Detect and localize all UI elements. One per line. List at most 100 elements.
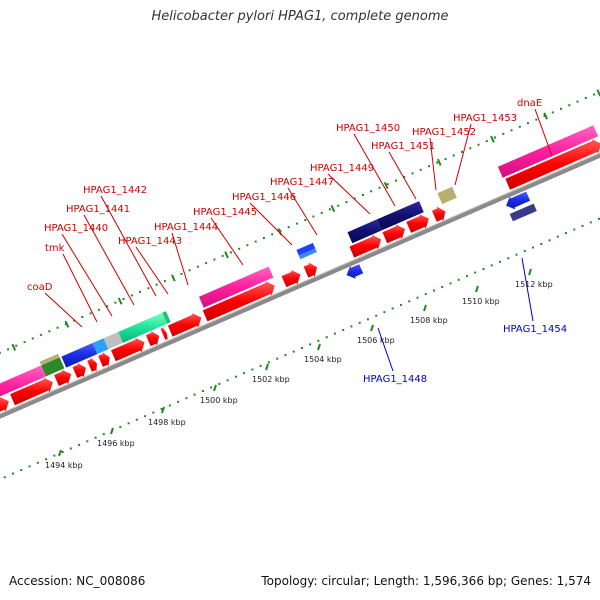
ring-dot bbox=[12, 472, 14, 475]
ring-dot bbox=[395, 179, 397, 182]
gene-feature[interactable] bbox=[347, 219, 382, 244]
ring-dot bbox=[490, 264, 493, 267]
ring-dot bbox=[416, 296, 419, 299]
ring-dot bbox=[540, 242, 543, 245]
ring-dot bbox=[106, 305, 109, 308]
gene-feature[interactable] bbox=[497, 125, 599, 178]
gene-feature[interactable] bbox=[41, 357, 65, 377]
inner-ring-tick bbox=[317, 343, 321, 351]
forward-cds[interactable] bbox=[160, 326, 168, 341]
leader-line bbox=[377, 327, 394, 372]
ring-dot bbox=[573, 228, 576, 231]
gene-label-forward[interactable]: HPAG1_1442 bbox=[83, 185, 147, 196]
gene-feature[interactable] bbox=[199, 266, 274, 308]
gene-feature[interactable] bbox=[376, 201, 424, 231]
gene-label-forward[interactable]: tmk bbox=[45, 243, 65, 254]
scale-tick-label: 1494 kbp bbox=[45, 461, 83, 470]
gene-label-forward[interactable]: HPAG1_1441 bbox=[66, 204, 130, 215]
gene-label-forward[interactable]: coaD bbox=[27, 282, 53, 293]
ring-dot bbox=[353, 197, 356, 200]
ring-dot bbox=[433, 289, 435, 292]
ring-dot bbox=[457, 278, 460, 281]
forward-cds[interactable] bbox=[505, 139, 600, 190]
forward-cds[interactable] bbox=[167, 313, 202, 337]
gene-label-forward[interactable]: HPAG1_1449 bbox=[310, 163, 374, 174]
ring-dot bbox=[89, 312, 92, 315]
forward-cds[interactable] bbox=[0, 397, 9, 421]
gene-label-forward[interactable]: HPAG1_1447 bbox=[270, 177, 334, 188]
gene-label-forward[interactable]: HPAG1_1453 bbox=[453, 113, 517, 124]
ring-dot bbox=[499, 260, 501, 263]
gene-label-forward[interactable]: HPAG1_1451 bbox=[371, 141, 435, 152]
ring-dot bbox=[477, 143, 480, 146]
outer-ring-tick bbox=[436, 158, 442, 166]
ring-dot bbox=[320, 211, 323, 214]
ring-dot bbox=[461, 150, 463, 153]
ring-dot bbox=[56, 326, 59, 329]
forward-cds[interactable] bbox=[382, 224, 406, 244]
forward-cds[interactable] bbox=[406, 214, 429, 233]
forward-cds[interactable] bbox=[145, 330, 160, 347]
forward-cds[interactable] bbox=[98, 352, 110, 367]
forward-cds[interactable] bbox=[281, 269, 301, 288]
forward-cds[interactable] bbox=[303, 262, 317, 278]
ring-dot bbox=[64, 323, 67, 326]
gene-feature[interactable] bbox=[61, 343, 98, 368]
gene-feature[interactable] bbox=[509, 203, 537, 222]
gene-label-forward[interactable]: HPAG1_1452 bbox=[412, 127, 476, 138]
gene-label-reverse[interactable]: HPAG1_1448 bbox=[363, 374, 427, 385]
gene-feature[interactable] bbox=[296, 242, 316, 256]
gene-label-forward[interactable]: HPAG1_1444 bbox=[154, 222, 218, 233]
ring-dot bbox=[565, 232, 567, 235]
ring-dot bbox=[507, 257, 510, 260]
scale-tick-label: 1502 kbp bbox=[252, 375, 290, 384]
genome-summary-text: Topology: circular; Length: 1,596,366 bp… bbox=[261, 574, 591, 588]
forward-cds[interactable] bbox=[10, 377, 53, 406]
forward-cds[interactable] bbox=[111, 337, 145, 362]
ring-dot bbox=[560, 107, 562, 110]
forward-cds[interactable] bbox=[87, 357, 97, 372]
forward-cds[interactable] bbox=[202, 281, 275, 322]
gene-feature[interactable] bbox=[162, 311, 171, 324]
gene-label-forward[interactable]: HPAG1_1445 bbox=[193, 207, 257, 218]
gene-label-forward[interactable]: HPAG1_1443 bbox=[118, 236, 182, 247]
forward-cds[interactable] bbox=[72, 362, 86, 378]
ring-dot bbox=[78, 443, 81, 446]
ring-dot bbox=[358, 321, 361, 324]
forward-cds[interactable] bbox=[432, 206, 446, 222]
ring-dot bbox=[196, 265, 199, 268]
rrna-feature[interactable] bbox=[0, 365, 46, 407]
gene-label-forward[interactable]: HPAG1_1450 bbox=[336, 123, 400, 134]
reverse-cds[interactable] bbox=[506, 191, 531, 210]
ring-dot bbox=[180, 272, 183, 275]
ring-dot bbox=[229, 251, 232, 254]
ring-dot bbox=[155, 283, 158, 286]
ring-dot bbox=[160, 408, 163, 410]
ring-dot bbox=[36, 461, 39, 464]
ring-dot bbox=[7, 348, 10, 351]
gene-feature[interactable] bbox=[92, 338, 109, 354]
forward-cds[interactable] bbox=[54, 369, 72, 386]
ring-dot bbox=[119, 425, 122, 428]
gene-feature[interactable] bbox=[437, 186, 457, 205]
forward-cds[interactable] bbox=[349, 234, 382, 258]
gene-feature[interactable] bbox=[118, 312, 168, 343]
gene-label-forward[interactable]: HPAG1_1446 bbox=[232, 192, 296, 203]
gene-feature[interactable] bbox=[298, 248, 317, 260]
scale-tick-label: 1496 kbp bbox=[97, 439, 135, 448]
ring-dot bbox=[102, 433, 105, 436]
ring-dot bbox=[469, 147, 472, 150]
reverse-cds[interactable] bbox=[346, 264, 364, 279]
ring-dot bbox=[543, 115, 546, 117]
gene-label-forward[interactable]: dnaE bbox=[517, 98, 542, 109]
gene-label-reverse[interactable]: HPAG1_1454 bbox=[503, 324, 567, 335]
inner-ring-tick bbox=[161, 406, 165, 414]
map-title: Helicobacter pylori HPAG1, complete geno… bbox=[151, 9, 449, 24]
ring-dot bbox=[408, 300, 411, 303]
gene-feature[interactable] bbox=[103, 331, 123, 350]
gene-label-forward[interactable]: HPAG1_1440 bbox=[44, 223, 108, 234]
gene-feature[interactable] bbox=[39, 353, 60, 366]
ring-dot bbox=[419, 168, 422, 171]
ring-dot bbox=[375, 314, 378, 317]
